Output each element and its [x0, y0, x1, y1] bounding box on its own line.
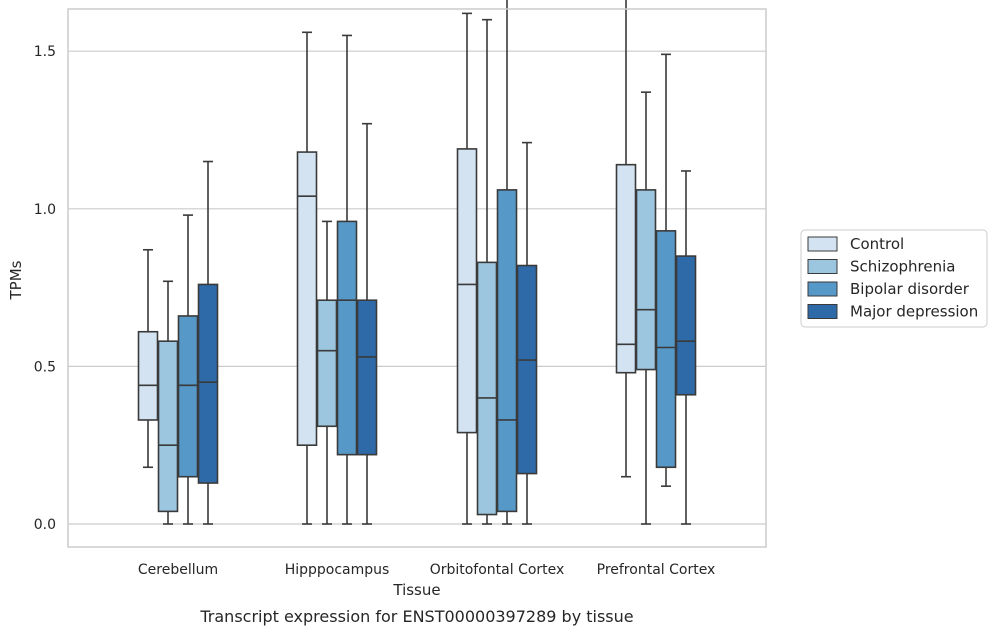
legend: Control Schizophrenia Bipolar disorder Majo…: [800, 229, 988, 328]
legend-label: Bipolar disorder: [850, 280, 970, 298]
legend-label: Major depression: [850, 303, 978, 321]
y-tick-label: 0.5: [34, 359, 56, 375]
legend-label: Schizophrenia: [850, 258, 955, 276]
box-0-0: [137, 248, 159, 469]
x-tick-label: Prefrontal Cortex: [597, 562, 716, 578]
legend-swatch: [807, 259, 838, 274]
iqr-box: [675, 255, 697, 396]
box-3-0: [615, 0, 637, 478]
y-tick-labels: 0.00.51.01.52.02.53.0: [34, 44, 56, 533]
box-1-0: [296, 31, 318, 525]
box-0-1: [157, 280, 179, 525]
box-3-2: [655, 53, 677, 487]
iqr-box: [655, 230, 677, 469]
iqr-box: [615, 163, 637, 374]
iqr-box: [137, 330, 159, 421]
x-tick-label: Cerebellum: [138, 562, 218, 578]
iqr-box: [197, 283, 219, 484]
iqr-box: [296, 151, 318, 446]
box-1-1: [316, 220, 338, 525]
legend-swatch: [807, 304, 838, 319]
chart-caption: Transcript expression for ENST0000039728…: [199, 607, 633, 626]
legend-frame: [800, 229, 988, 328]
box-2-0: [456, 12, 478, 525]
x-tick-labels: Cerebellum Hipppocampus Orbitofontal Corte…: [138, 562, 715, 578]
x-tick-label: Hipppocampus: [285, 562, 390, 578]
box-groups: [137, 0, 697, 525]
box-1-3: [356, 122, 378, 525]
x-tick-label: Orbitofontal Cortex: [430, 562, 565, 578]
y-tick-label: 1.0: [34, 202, 56, 218]
iqr-box: [635, 189, 657, 371]
box-0-2: [177, 214, 199, 525]
iqr-box: [157, 340, 179, 513]
box-2-3: [516, 141, 538, 525]
legend-items: Control Schizophrenia Bipolar disorder Majo…: [807, 235, 978, 321]
box-0-3: [197, 160, 219, 525]
box-2-2: [496, 0, 518, 525]
iqr-box: [356, 299, 378, 456]
box-3-3: [675, 170, 697, 525]
iqr-box: [316, 299, 338, 428]
y-axis-label: TPMs: [7, 260, 25, 300]
plot-frame: [67, 8, 767, 548]
box-1-2: [336, 34, 358, 525]
iqr-box: [476, 261, 498, 516]
y-tick-label: 0.0: [34, 517, 56, 533]
legend-swatch: [807, 236, 838, 252]
iqr-box: [516, 264, 538, 475]
box-3-1: [635, 91, 657, 525]
iqr-box: [336, 220, 358, 456]
box-2-1: [476, 18, 498, 525]
x-axis-label: Tissue: [392, 581, 440, 599]
iqr-box: [177, 315, 199, 478]
y-tick-label: 1.5: [34, 44, 56, 60]
iqr-box: [456, 148, 478, 434]
legend-swatch: [807, 281, 838, 297]
iqr-box: [496, 189, 518, 513]
legend-label: Control: [850, 235, 904, 253]
